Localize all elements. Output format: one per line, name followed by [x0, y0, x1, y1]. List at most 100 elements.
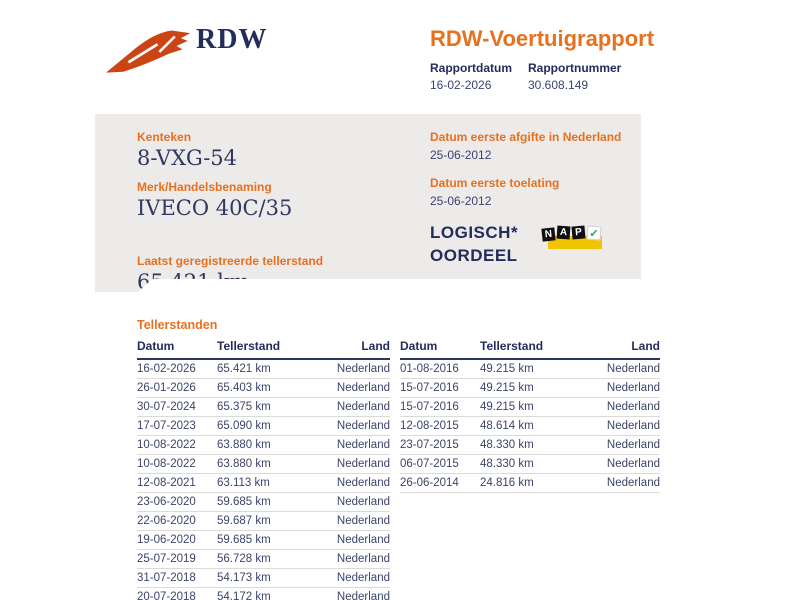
table-row: 23-07-2015 48.330 km Nederland	[400, 435, 660, 455]
cell-datum: 30-07-2024	[137, 397, 217, 417]
report-meta: Rapportdatum 16-02-2026 Rapportnummer 30…	[430, 61, 621, 92]
cell-tellerstand: 63.880 km	[217, 435, 317, 455]
cell-datum: 23-06-2020	[137, 492, 217, 512]
cell-datum: 16-02-2026	[137, 359, 217, 379]
tellerstanden-table-right: Datum Tellerstand Land 01-08-2016 49.215 …	[400, 336, 660, 493]
cell-datum: 19-06-2020	[137, 530, 217, 550]
cell-datum: 25-07-2019	[137, 549, 217, 569]
oordeel-row: LOGISCH* OORDEEL N A P ✓	[430, 222, 640, 268]
cell-tellerstand: 48.330 km	[480, 435, 580, 455]
table-row: 15-07-2016 49.215 km Nederland	[400, 378, 660, 398]
table-row: 25-07-2019 56.728 km Nederland	[137, 549, 390, 569]
table-body-left: 16-02-2026 65.421 km Nederland 26-01-2026 65…	[137, 359, 390, 600]
cell-land: Nederland	[317, 549, 390, 569]
cell-tellerstand: 59.685 km	[217, 492, 317, 512]
table-row: 19-06-2020 59.685 km Nederland	[137, 530, 390, 550]
merk-value: IVECO 40C/35	[137, 196, 293, 220]
table-row: 06-07-2015 48.330 km Nederland	[400, 454, 660, 474]
report-number-label: Rapportnummer	[528, 61, 622, 75]
column-header-datum: Datum	[400, 336, 480, 360]
cell-datum: 10-08-2022	[137, 454, 217, 474]
cell-land: Nederland	[580, 454, 660, 474]
table-row: 01-08-2016 49.215 km Nederland	[400, 359, 660, 379]
table-row: 12-08-2021 63.113 km Nederland	[137, 473, 390, 493]
cell-datum: 31-07-2018	[137, 568, 217, 588]
report-number-block: Rapportnummer 30.608.149	[528, 61, 621, 92]
kenteken-label: Kenteken	[137, 130, 192, 144]
cell-tellerstand: 49.215 km	[480, 359, 580, 379]
cell-tellerstand: 65.421 km	[217, 359, 317, 379]
table-row: 17-07-2023 65.090 km Nederland	[137, 416, 390, 436]
cell-land: Nederland	[580, 359, 660, 379]
oordeel-text: LOGISCH* OORDEEL	[430, 222, 518, 268]
table-row: 12-08-2015 48.614 km Nederland	[400, 416, 660, 436]
table-row: 20-07-2018 54.172 km Nederland	[137, 587, 390, 600]
rdw-logo-text: RDW	[196, 24, 268, 55]
rdw-wing-icon	[106, 30, 191, 73]
afgifte-value: 25-06-2012	[430, 148, 492, 162]
cell-tellerstand: 54.172 km	[217, 587, 317, 600]
table-body-right: 01-08-2016 49.215 km Nederland 15-07-2016 49…	[400, 359, 660, 493]
cell-datum: 15-07-2016	[400, 397, 480, 417]
cell-tellerstand: 63.880 km	[217, 454, 317, 474]
summary-right-column: Datum eerste afgifte in Nederland 25-06-…	[430, 130, 640, 268]
tellerstanden-section-title: Tellerstanden	[137, 318, 218, 332]
cell-land: Nederland	[317, 359, 390, 379]
cell-land: Nederland	[317, 397, 390, 417]
oordeel-line1: LOGISCH*	[430, 223, 519, 242]
cell-tellerstand: 56.728 km	[217, 549, 317, 569]
cell-tellerstand: 65.403 km	[217, 378, 317, 398]
table-row: 16-02-2026 65.421 km Nederland	[137, 359, 390, 379]
cell-land: Nederland	[317, 530, 390, 550]
cell-tellerstand: 65.090 km	[217, 416, 317, 436]
cell-datum: 20-07-2018	[137, 587, 217, 600]
cell-tellerstand: 48.330 km	[480, 454, 580, 474]
toelating-label: Datum eerste toelating	[430, 176, 560, 190]
report-date-block: Rapportdatum 16-02-2026	[430, 61, 512, 92]
cell-tellerstand: 59.685 km	[217, 530, 317, 550]
cell-land: Nederland	[317, 492, 390, 512]
table-row: 22-06-2020 59.687 km Nederland	[137, 511, 390, 531]
nap-letter-tile: P	[571, 225, 586, 240]
cell-datum: 17-07-2023	[137, 416, 217, 436]
cell-tellerstand: 65.375 km	[217, 397, 317, 417]
cell-tellerstand: 24.816 km	[480, 473, 580, 493]
cell-datum: 10-08-2022	[137, 435, 217, 455]
column-header-land: Land	[317, 336, 390, 360]
table-row: 26-06-2014 24.816 km Nederland	[400, 473, 660, 493]
cell-datum: 15-07-2016	[400, 378, 480, 398]
kenteken-value: 8-VXG-54	[137, 146, 238, 170]
cell-datum: 22-06-2020	[137, 511, 217, 531]
cell-land: Nederland	[317, 511, 390, 531]
cell-land: Nederland	[580, 435, 660, 455]
nap-letter-tile: A	[556, 225, 571, 240]
report-number-value: 30.608.149	[528, 78, 589, 92]
toelating-value: 25-06-2012	[430, 194, 492, 208]
cell-datum: 23-07-2015	[400, 435, 480, 455]
table-row: 26-01-2026 65.403 km Nederland	[137, 378, 390, 398]
cell-land: Nederland	[580, 473, 660, 493]
cell-datum: 06-07-2015	[400, 454, 480, 474]
tellerstanden-table-left: Datum Tellerstand Land 16-02-2026 65.421 …	[137, 336, 390, 600]
cell-datum: 12-08-2021	[137, 473, 217, 493]
cell-datum: 26-06-2014	[400, 473, 480, 493]
cell-land: Nederland	[317, 435, 390, 455]
table-row: 15-07-2016 49.215 km Nederland	[400, 397, 660, 417]
table-row: 10-08-2022 63.880 km Nederland	[137, 435, 390, 455]
column-header-tellerstand: Tellerstand	[480, 336, 580, 360]
cell-tellerstand: 49.215 km	[480, 397, 580, 417]
cell-land: Nederland	[580, 416, 660, 436]
cell-datum: 26-01-2026	[137, 378, 217, 398]
report-date-value: 16-02-2026	[430, 78, 492, 92]
oordeel-line2: OORDEEL	[430, 245, 518, 265]
column-header-tellerstand: Tellerstand	[217, 336, 317, 360]
tellerstand-value: 65.421 km	[137, 270, 250, 294]
nap-check-icon: ✓	[586, 225, 602, 241]
cell-land: Nederland	[580, 397, 660, 417]
cell-tellerstand: 49.215 km	[480, 378, 580, 398]
cell-tellerstand: 59.687 km	[217, 511, 317, 531]
table-row: 30-07-2024 65.375 km Nederland	[137, 397, 390, 417]
cell-land: Nederland	[317, 568, 390, 588]
cell-land: Nederland	[317, 416, 390, 436]
